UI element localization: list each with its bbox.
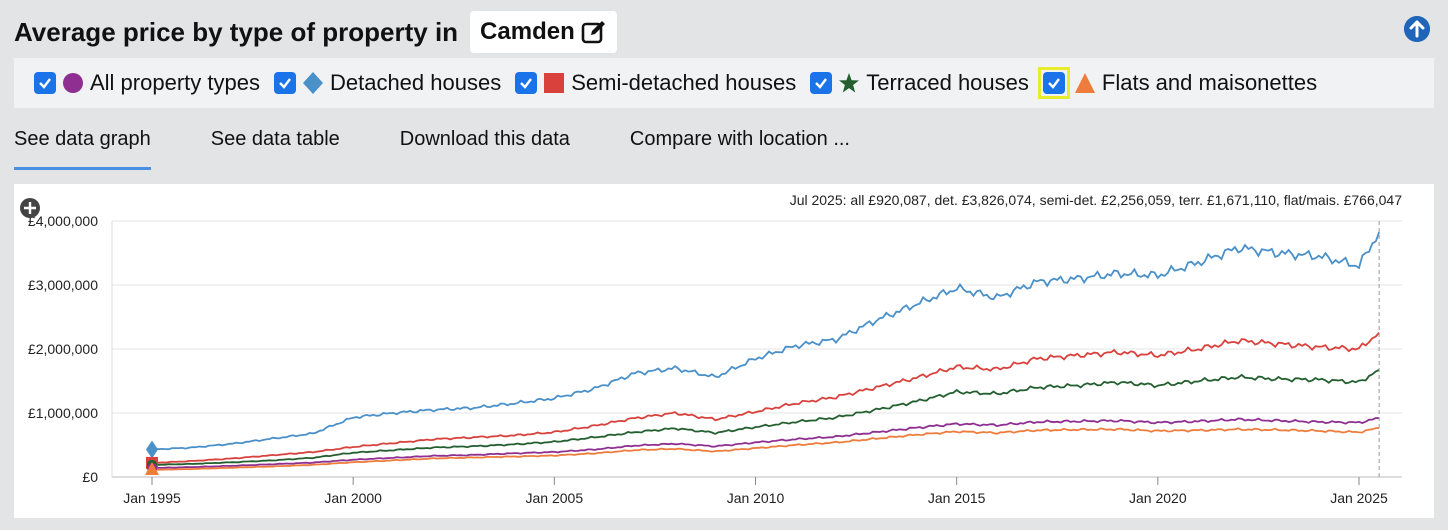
marker-flats [145,461,159,475]
scroll-up-icon[interactable] [1404,16,1430,42]
legend-label: All property types [90,70,260,95]
checkbox-terraced[interactable] [810,72,833,94]
series-lines [151,231,1380,471]
tab-compare-location[interactable]: Compare with location ... [629,128,850,150]
checkbox-semi[interactable] [515,72,538,94]
marker-detached [146,440,158,459]
x-tick-label: Jan 2025 [1330,490,1388,506]
x-tick-label: Jan 2015 [928,490,986,506]
legend: All property types Detached houses Semi-… [14,58,1434,108]
x-tick-label: Jan 2000 [324,490,382,506]
circle-icon [63,73,83,93]
diamond-icon [302,72,323,94]
checkbox-flats[interactable] [1042,72,1065,94]
chart-area: £0 £1,000,000 £2,000,000 £3,000,000 £4,000,0… [14,184,1434,518]
legend-label: Detached houses [329,70,502,95]
legend-item-detached[interactable]: Detached houses [273,70,502,96]
checkbox-detached[interactable] [273,72,296,94]
tab-see-data-table[interactable]: See data table [210,128,340,150]
legend-item-semi[interactable]: Semi-detached houses [515,70,796,96]
legend-item-terraced[interactable]: Terraced houses [810,70,1029,96]
series-line [151,427,1380,471]
line-chart: £0 £1,000,000 £2,000,000 £3,000,000 £4,000,0… [20,192,1403,506]
location-name: Camden [480,18,575,45]
checkbox-all[interactable] [34,72,56,94]
checkmark-icon [39,78,51,89]
square-icon [544,73,565,93]
series-line [151,231,1380,451]
y-tick-label: £1,000,000 [28,405,98,421]
series-line [152,332,1380,464]
y-axis: £0 £1,000,000 £2,000,000 £3,000,000 £4,000,0… [28,213,98,485]
x-tick-label: Jan 2010 [727,490,785,506]
page-title: Average price by type of property in [14,16,459,47]
start-markers [145,440,159,475]
zoom-button[interactable] [20,198,40,218]
edit-icon[interactable] [581,19,607,45]
legend-item-all[interactable]: All property types [34,70,260,96]
checkmark-icon [279,78,291,89]
gridlines [111,220,1402,478]
y-tick-label: £0 [82,469,98,485]
title-row: Average price by type of property in Cam… [14,10,617,54]
checkmark-icon [520,78,533,89]
checkmark-icon [1048,78,1060,89]
x-tick-label: Jan 2020 [1129,490,1187,506]
tab-download-data[interactable]: Download this data [399,128,570,150]
y-tick-label: £2,000,000 [28,341,98,357]
series-line [151,369,1380,466]
location-selector[interactable]: Camden [470,11,617,53]
x-axis: Jan 1995 Jan 2000 Jan 2005 Jan 2010 Jan 2015… [123,477,1388,506]
x-tick-label: Jan 1995 [123,490,181,506]
x-tick-label: Jan 2005 [526,490,584,506]
y-tick-label: £4,000,000 [28,213,98,229]
legend-item-flats[interactable]: Flats and maisonettes [1037,67,1318,99]
checkbox-highlight [1037,67,1070,99]
legend-label: Flats and maisonettes [1101,70,1318,95]
legend-label: Semi-detached houses [571,70,797,95]
hover-annotation: Jul 2025: all £920,087, det. £3,826,074,… [790,192,1403,208]
star-icon [839,73,860,93]
tab-bar: See data graph See data table Download t… [14,114,910,172]
triangle-icon [1074,73,1095,93]
tab-see-data-graph[interactable]: See data graph [14,114,151,170]
checkmark-icon [815,78,828,89]
series-line [151,417,1380,470]
y-tick-label: £3,000,000 [28,277,98,293]
legend-label: Terraced houses [866,70,1029,95]
